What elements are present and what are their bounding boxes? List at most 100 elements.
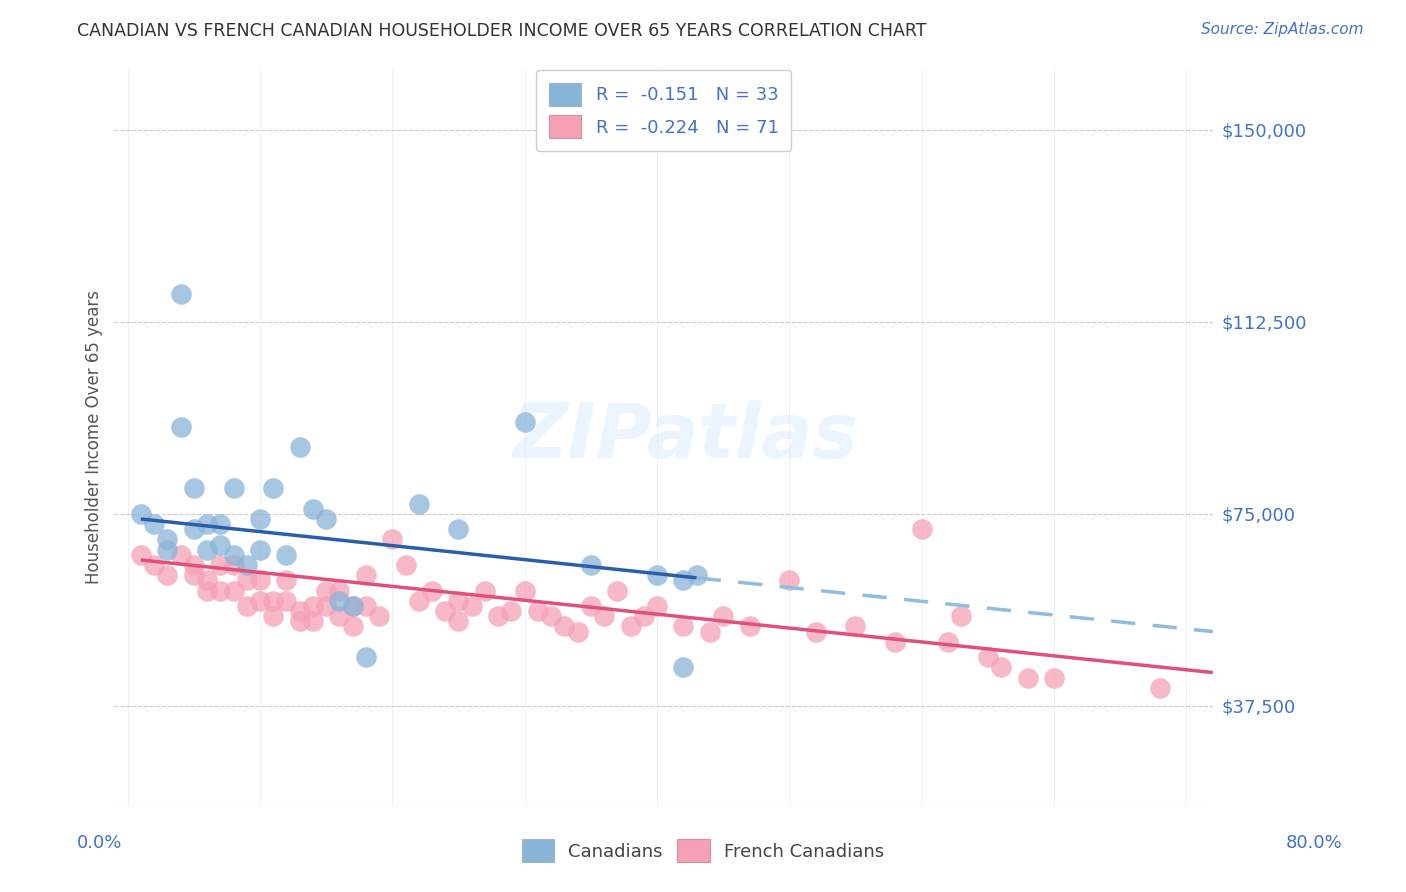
Point [222, 548, 245, 562]
Point [1017, 671, 1039, 685]
Point [342, 619, 364, 633]
Point [738, 619, 761, 633]
Point [579, 599, 602, 613]
Y-axis label: Householder Income Over 65 years: Householder Income Over 65 years [86, 290, 103, 584]
Point [328, 594, 350, 608]
Point [302, 501, 325, 516]
Point [672, 660, 695, 674]
Point [342, 599, 364, 613]
Point [699, 624, 721, 639]
Point [235, 558, 257, 572]
Point [593, 609, 616, 624]
Point [183, 481, 205, 495]
Point [1043, 671, 1066, 685]
Point [884, 635, 907, 649]
Point [434, 604, 457, 618]
Point [328, 609, 350, 624]
Legend: R =  -0.151   N = 33, R =  -0.224   N = 71: R = -0.151 N = 33, R = -0.224 N = 71 [536, 70, 792, 151]
Point [262, 609, 284, 624]
Point [195, 542, 218, 557]
Point [501, 604, 523, 618]
Point [169, 420, 191, 434]
Point [315, 583, 337, 598]
Point [183, 522, 205, 536]
Point [276, 594, 298, 608]
Point [169, 548, 191, 562]
Point [990, 660, 1012, 674]
Point [143, 517, 166, 532]
Point [129, 548, 152, 562]
Point [195, 517, 218, 532]
Point [315, 512, 337, 526]
Point [420, 583, 443, 598]
Point [209, 558, 232, 572]
Point [276, 574, 298, 588]
Point [209, 583, 232, 598]
Point [195, 583, 218, 598]
Point [408, 594, 430, 608]
Point [156, 568, 179, 582]
Point [235, 599, 257, 613]
Point [328, 583, 350, 598]
Point [288, 440, 311, 454]
Point [169, 286, 191, 301]
Point [222, 481, 245, 495]
Point [222, 558, 245, 572]
Point [461, 599, 484, 613]
Point [183, 558, 205, 572]
Point [408, 497, 430, 511]
Point [778, 574, 800, 588]
Point [711, 609, 734, 624]
Point [302, 599, 325, 613]
Point [129, 507, 152, 521]
Text: CANADIAN VS FRENCH CANADIAN HOUSEHOLDER INCOME OVER 65 YEARS CORRELATION CHART: CANADIAN VS FRENCH CANADIAN HOUSEHOLDER … [77, 22, 927, 40]
Point [354, 568, 377, 582]
Point [606, 583, 628, 598]
Point [195, 574, 218, 588]
Point [447, 594, 470, 608]
Point [911, 522, 934, 536]
Point [209, 517, 232, 532]
Point [447, 615, 470, 629]
Text: Source: ZipAtlas.com: Source: ZipAtlas.com [1201, 22, 1364, 37]
Point [1149, 681, 1171, 695]
Point [645, 599, 668, 613]
Point [977, 650, 1000, 665]
Point [633, 609, 655, 624]
Text: 80.0%: 80.0% [1286, 834, 1343, 852]
Point [249, 574, 271, 588]
Point [156, 542, 179, 557]
Point [381, 533, 404, 547]
Point [235, 574, 257, 588]
Point [354, 599, 377, 613]
Point [672, 574, 695, 588]
Point [209, 538, 232, 552]
Point [474, 583, 496, 598]
Point [447, 522, 470, 536]
Point [262, 481, 284, 495]
Point [143, 558, 166, 572]
Point [513, 415, 536, 429]
Point [567, 624, 589, 639]
Point [936, 635, 959, 649]
Point [276, 548, 298, 562]
Point [183, 568, 205, 582]
Point [302, 615, 325, 629]
Point [249, 512, 271, 526]
Point [249, 542, 271, 557]
Text: 0.0%: 0.0% [77, 834, 122, 852]
Point [579, 558, 602, 572]
Point [527, 604, 550, 618]
Point [262, 594, 284, 608]
Point [844, 619, 866, 633]
Point [686, 568, 709, 582]
Point [342, 599, 364, 613]
Point [394, 558, 416, 572]
Point [540, 609, 562, 624]
Point [368, 609, 391, 624]
Text: ZIPatlas: ZIPatlas [513, 401, 859, 474]
Point [672, 619, 695, 633]
Point [645, 568, 668, 582]
Point [354, 650, 377, 665]
Point [288, 615, 311, 629]
